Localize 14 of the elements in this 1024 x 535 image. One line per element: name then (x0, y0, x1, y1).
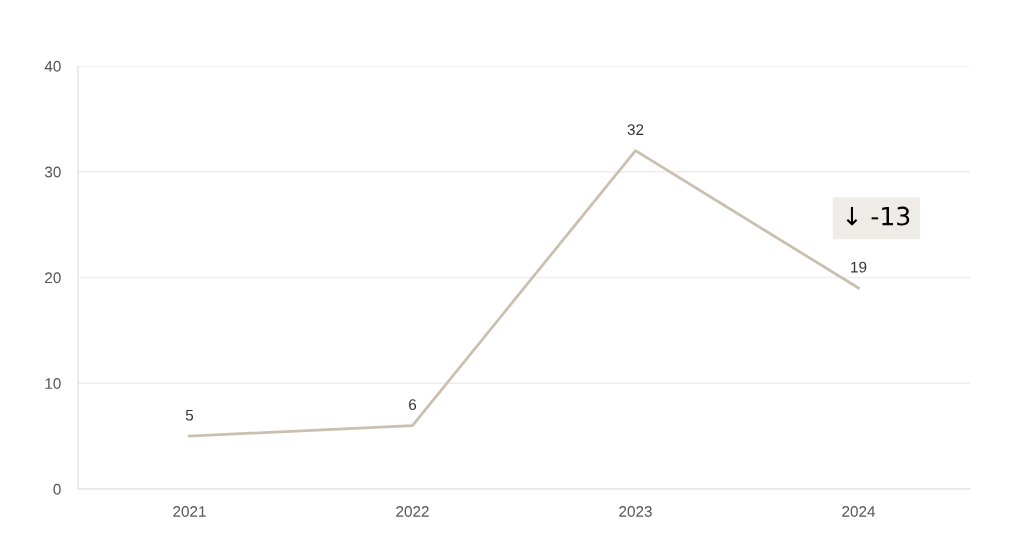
y-tick-label: 20 (45, 272, 61, 284)
x-tick-label: 2024 (842, 506, 876, 517)
data-label: 5 (185, 409, 194, 421)
x-tick-label: 2022 (396, 506, 429, 517)
y-tick-label: 0 (53, 483, 61, 495)
data-label: 19 (851, 261, 867, 273)
annotation: ↓ -13 (846, 206, 910, 226)
x-tick-label: 2021 (173, 506, 206, 517)
data-label: 32 (627, 124, 644, 136)
y-tick-label: 40 (44, 60, 61, 72)
y-tick-label: 30 (44, 166, 61, 178)
data-label: 6 (409, 399, 417, 411)
x-tick-label: 2023 (619, 506, 652, 517)
y-tick-label: 10 (45, 378, 61, 389)
